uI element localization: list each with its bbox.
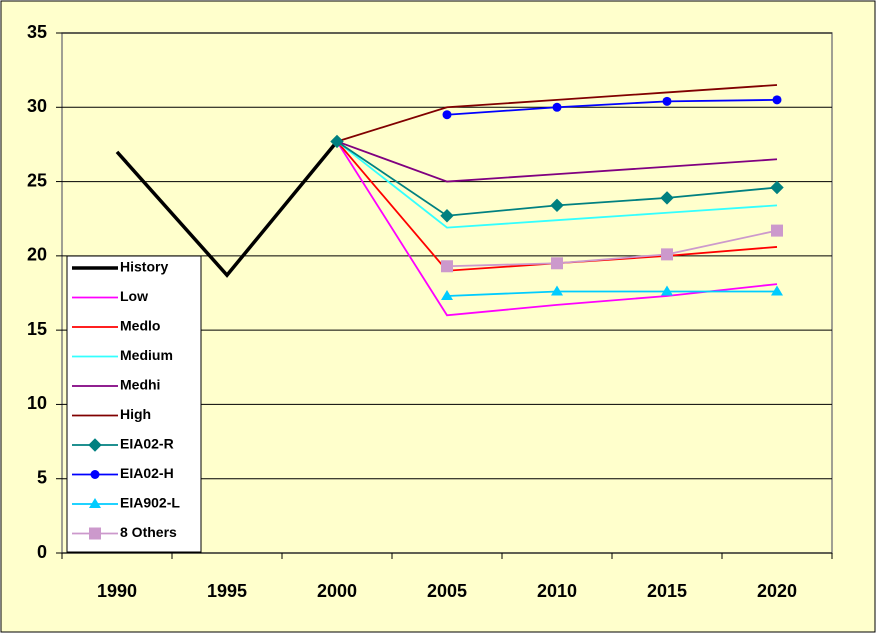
marker <box>440 209 454 223</box>
x-tick-label: 2010 <box>537 581 577 601</box>
y-tick-label: 0 <box>37 542 47 562</box>
marker <box>330 134 344 149</box>
marker <box>660 191 674 205</box>
marker <box>551 285 563 296</box>
y-tick-label: 15 <box>27 319 47 339</box>
legend-label: Medhi <box>120 377 160 393</box>
series-line <box>446 290 777 297</box>
series-line <box>446 98 778 116</box>
legend: History Low Medlo Medium Medhi High EIA02-R EIA… <box>66 255 202 553</box>
marker <box>89 498 101 508</box>
marker <box>661 285 673 296</box>
marker <box>550 198 564 213</box>
x-tick-label: 2005 <box>427 581 467 601</box>
marker <box>90 470 100 479</box>
marker <box>441 260 453 273</box>
marker <box>772 95 782 105</box>
x-tick-label: 2020 <box>757 581 797 601</box>
legend-box <box>66 255 202 553</box>
x-tick-label: 2000 <box>317 581 357 601</box>
legend-label: Low <box>120 288 148 304</box>
y-tick-label: 10 <box>27 393 47 413</box>
marker <box>770 180 784 195</box>
y-tick-label: 35 <box>27 22 47 42</box>
legend-label: Medium <box>120 347 173 363</box>
series-line <box>336 140 778 229</box>
marker <box>89 527 101 540</box>
legend-label: EIA02-H <box>120 465 174 481</box>
marker <box>771 224 783 237</box>
x-tick-label: 2015 <box>647 581 687 601</box>
series-line <box>336 140 778 183</box>
marker <box>771 285 783 296</box>
x-tick-label: 1995 <box>207 581 247 601</box>
marker <box>662 96 672 106</box>
marker <box>552 102 562 112</box>
legend-label: History <box>120 259 168 275</box>
series-line <box>446 229 778 268</box>
legend-label: 8 Others <box>120 524 177 540</box>
legend-label: High <box>120 406 151 422</box>
series-line <box>115 140 339 278</box>
legend-label: EIA02-R <box>120 436 174 452</box>
legend-label: EIA902-L <box>120 495 180 511</box>
series-group <box>115 84 784 317</box>
y-tick-label: 25 <box>27 170 47 190</box>
x-tick-label: 1990 <box>97 581 137 601</box>
series-line <box>336 84 778 143</box>
y-tick-label: 30 <box>27 96 47 116</box>
marker <box>661 248 673 261</box>
y-tick-label: 5 <box>37 467 47 487</box>
marker <box>88 438 102 452</box>
marker <box>441 289 453 300</box>
marker <box>551 257 563 270</box>
y-tick-label: 20 <box>27 245 47 265</box>
marker <box>442 110 452 120</box>
legend-label: Medlo <box>120 318 160 334</box>
